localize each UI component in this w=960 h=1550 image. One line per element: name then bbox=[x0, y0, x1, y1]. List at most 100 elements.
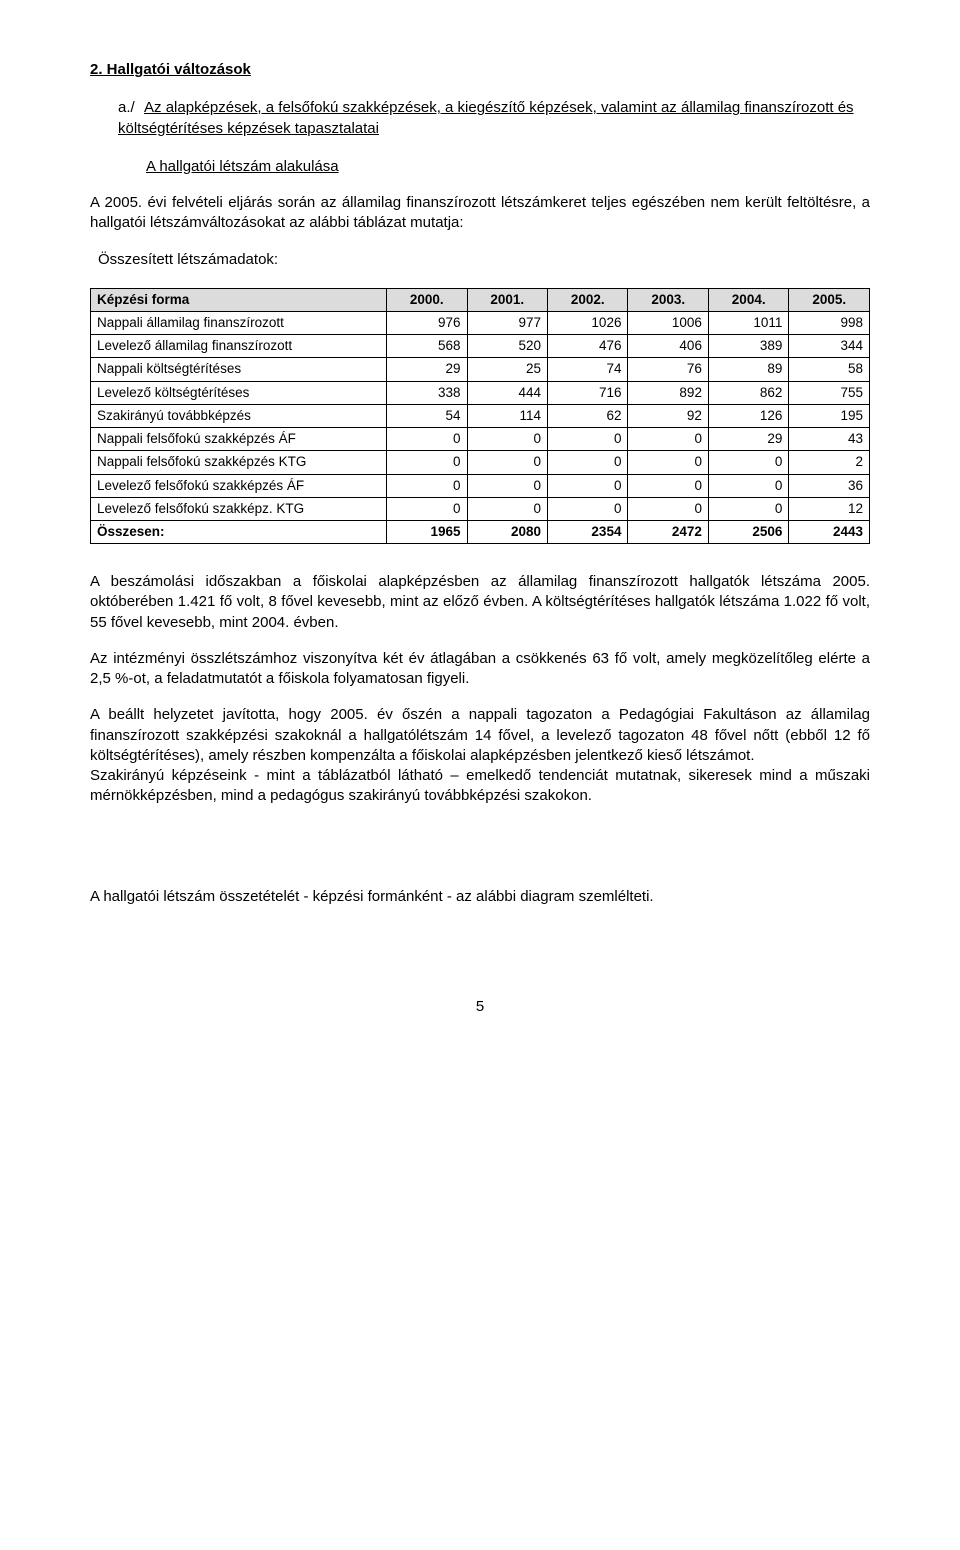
row-label: Levelező felsőfokú szakképzés ÁF bbox=[91, 474, 387, 497]
cell: 58 bbox=[789, 358, 870, 381]
table-header-row: Képzési forma 2000. 2001. 2002. 2003. 20… bbox=[91, 288, 870, 311]
paragraph-2: Az intézményi összlétszámhoz viszonyítva… bbox=[90, 649, 870, 690]
paragraph-4: Szakirányú képzéseink - mint a táblázatb… bbox=[90, 766, 870, 807]
table-row: Nappali költségtérítéses292574768958 bbox=[91, 358, 870, 381]
total-cell: 2472 bbox=[628, 520, 708, 543]
cell: 0 bbox=[628, 451, 708, 474]
subitem-desc: Az alapképzések, a felsőfokú szakképzése… bbox=[118, 99, 854, 136]
cell: 892 bbox=[628, 381, 708, 404]
cell: 0 bbox=[708, 474, 788, 497]
table-body: Nappali államilag finanszírozott97697710… bbox=[91, 311, 870, 543]
cell: 89 bbox=[708, 358, 788, 381]
cell: 0 bbox=[387, 428, 467, 451]
table-row: Levelező költségtérítéses338444716892862… bbox=[91, 381, 870, 404]
cell: 998 bbox=[789, 311, 870, 334]
total-cell: 2354 bbox=[547, 520, 627, 543]
cell: 92 bbox=[628, 404, 708, 427]
cell: 2 bbox=[789, 451, 870, 474]
row-label: Nappali felsőfokú szakképzés KTG bbox=[91, 451, 387, 474]
cell: 0 bbox=[708, 451, 788, 474]
cell: 0 bbox=[467, 451, 547, 474]
cell: 444 bbox=[467, 381, 547, 404]
header-label: Képzési forma bbox=[91, 288, 387, 311]
total-cell: 2080 bbox=[467, 520, 547, 543]
row-label: Levelező költségtérítéses bbox=[91, 381, 387, 404]
total-cell: 2443 bbox=[789, 520, 870, 543]
cell: 0 bbox=[467, 474, 547, 497]
cell: 1026 bbox=[547, 311, 627, 334]
cell: 43 bbox=[789, 428, 870, 451]
table-row: Levelező államilag finanszírozott5685204… bbox=[91, 335, 870, 358]
cell: 74 bbox=[547, 358, 627, 381]
row-label: Levelező államilag finanszírozott bbox=[91, 335, 387, 358]
cell: 12 bbox=[789, 497, 870, 520]
col-2002: 2002. bbox=[547, 288, 627, 311]
subitem-a: a./ Az alapképzések, a felsőfokú szakkép… bbox=[118, 98, 870, 139]
col-2000: 2000. bbox=[387, 288, 467, 311]
total-cell: 2506 bbox=[708, 520, 788, 543]
cell: 0 bbox=[708, 497, 788, 520]
row-label: Nappali államilag finanszírozott bbox=[91, 311, 387, 334]
cell: 0 bbox=[387, 497, 467, 520]
cell: 0 bbox=[467, 428, 547, 451]
cell: 716 bbox=[547, 381, 627, 404]
row-label: Nappali költségtérítéses bbox=[91, 358, 387, 381]
col-2001: 2001. bbox=[467, 288, 547, 311]
paragraph-1: A beszámolási időszakban a főiskolai ala… bbox=[90, 572, 870, 633]
cell: 977 bbox=[467, 311, 547, 334]
cell: 338 bbox=[387, 381, 467, 404]
cell: 344 bbox=[789, 335, 870, 358]
section-heading: 2. Hallgatói változások bbox=[90, 60, 870, 80]
cell: 0 bbox=[547, 451, 627, 474]
cell: 0 bbox=[547, 428, 627, 451]
page-number: 5 bbox=[90, 997, 870, 1017]
cell: 36 bbox=[789, 474, 870, 497]
cell: 29 bbox=[708, 428, 788, 451]
cell: 755 bbox=[789, 381, 870, 404]
footer-paragraph: A hallgatói létszám összetételét - képzé… bbox=[90, 887, 870, 907]
table-row: Szakirányú továbbképzés541146292126195 bbox=[91, 404, 870, 427]
row-label: Levelező felsőfokú szakképz. KTG bbox=[91, 497, 387, 520]
cell: 0 bbox=[628, 474, 708, 497]
cell: 568 bbox=[387, 335, 467, 358]
col-2003: 2003. bbox=[628, 288, 708, 311]
table-row: Nappali államilag finanszírozott97697710… bbox=[91, 311, 870, 334]
total-cell: 1965 bbox=[387, 520, 467, 543]
cell: 195 bbox=[789, 404, 870, 427]
cell: 862 bbox=[708, 381, 788, 404]
cell: 76 bbox=[628, 358, 708, 381]
sub-sub-heading: A hallgatói létszám alakulása bbox=[146, 157, 870, 177]
cell: 406 bbox=[628, 335, 708, 358]
cell: 520 bbox=[467, 335, 547, 358]
cell: 62 bbox=[547, 404, 627, 427]
table-total-row: Összesen:196520802354247225062443 bbox=[91, 520, 870, 543]
row-label: Nappali felsőfokú szakképzés ÁF bbox=[91, 428, 387, 451]
table-caption: Összesített létszámadatok: bbox=[98, 250, 870, 270]
cell: 1006 bbox=[628, 311, 708, 334]
paragraph-3: A beállt helyzetet javította, hogy 2005.… bbox=[90, 705, 870, 766]
subitem-label: a./ bbox=[118, 98, 135, 118]
table-row: Levelező felsőfokú szakképzés ÁF0000036 bbox=[91, 474, 870, 497]
cell: 29 bbox=[387, 358, 467, 381]
cell: 0 bbox=[547, 497, 627, 520]
cell: 1011 bbox=[708, 311, 788, 334]
cell: 389 bbox=[708, 335, 788, 358]
col-2005: 2005. bbox=[789, 288, 870, 311]
table-row: Nappali felsőfokú szakképzés ÁF00002943 bbox=[91, 428, 870, 451]
row-label: Szakirányú továbbképzés bbox=[91, 404, 387, 427]
cell: 0 bbox=[387, 474, 467, 497]
cell: 476 bbox=[547, 335, 627, 358]
table-row: Nappali felsőfokú szakképzés KTG000002 bbox=[91, 451, 870, 474]
table-row: Levelező felsőfokú szakképz. KTG0000012 bbox=[91, 497, 870, 520]
cell: 114 bbox=[467, 404, 547, 427]
cell: 0 bbox=[547, 474, 627, 497]
cell: 54 bbox=[387, 404, 467, 427]
cell: 0 bbox=[628, 497, 708, 520]
cell: 976 bbox=[387, 311, 467, 334]
col-2004: 2004. bbox=[708, 288, 788, 311]
cell: 0 bbox=[467, 497, 547, 520]
cell: 126 bbox=[708, 404, 788, 427]
cell: 0 bbox=[628, 428, 708, 451]
summary-table: Képzési forma 2000. 2001. 2002. 2003. 20… bbox=[90, 288, 870, 544]
total-label: Összesen: bbox=[91, 520, 387, 543]
